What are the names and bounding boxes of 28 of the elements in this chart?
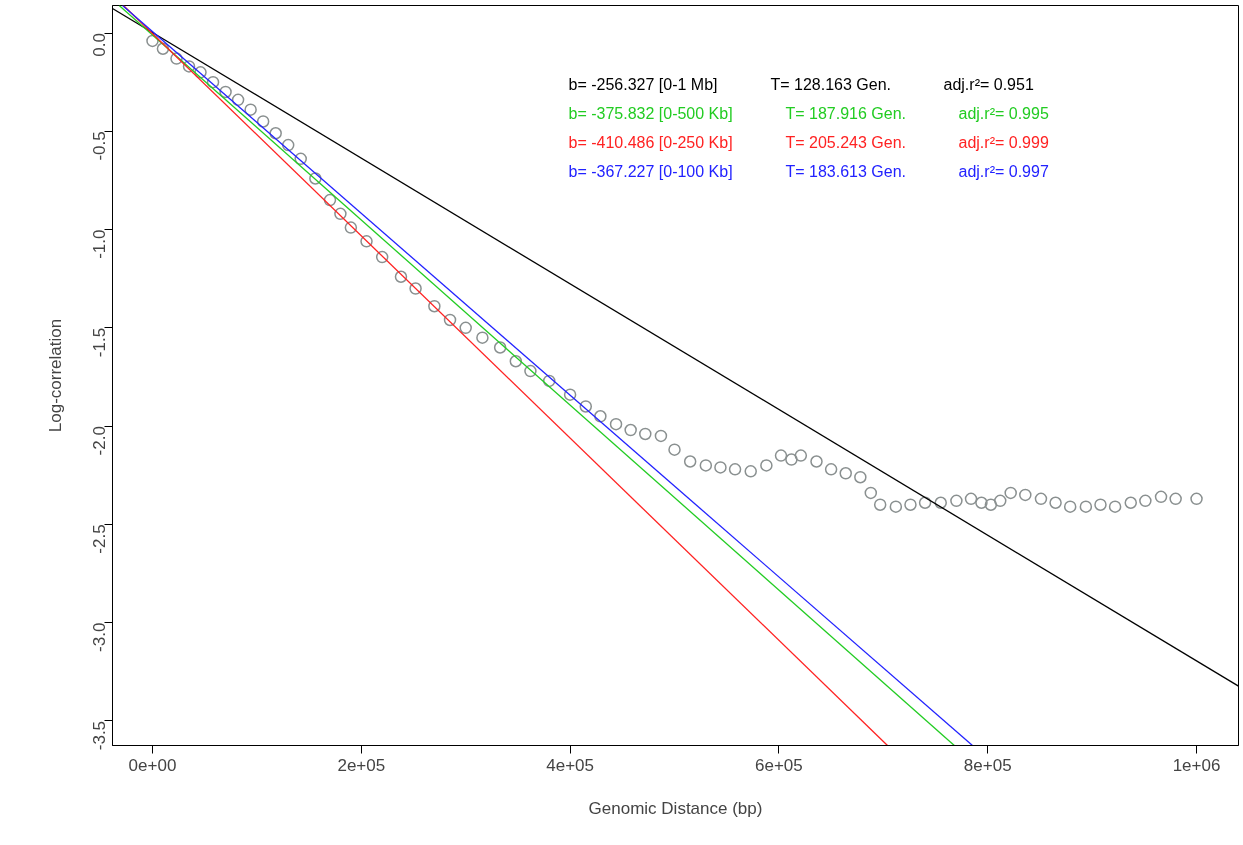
annotation: adj.r²= 0.951 <box>943 76 1034 93</box>
x-tick-label: 2e+05 <box>337 755 386 775</box>
annotation: b= -256.327 [0-1 Mb] <box>568 76 718 93</box>
y-tick-label: -1.0 <box>90 229 110 259</box>
annotation: adj.r²= 0.999 <box>958 134 1049 151</box>
annotation: T= 187.916 Gen. <box>785 105 907 122</box>
y-tick-label: -2.0 <box>90 426 110 456</box>
annotation: T= 183.613 Gen. <box>785 163 907 180</box>
y-axis-title: Log-correlation <box>45 318 65 433</box>
x-tick-label: 6e+05 <box>755 755 803 775</box>
y-tick-label: -2.5 <box>90 524 110 554</box>
y-tick-label: -1.5 <box>90 327 110 358</box>
y-tick-label: -3.5 <box>90 720 110 751</box>
annotation: T= 128.163 Gen. <box>770 76 892 93</box>
annotation: adj.r²= 0.997 <box>958 163 1049 180</box>
x-axis-title: Genomic Distance (bp) <box>588 798 763 818</box>
annotation: T= 205.243 Gen. <box>785 134 907 151</box>
x-tick-label: 0e+00 <box>128 755 177 775</box>
y-tick-label: -3.0 <box>90 622 110 652</box>
y-tick-label: -0.5 <box>90 131 110 161</box>
y-tick-label: 0.0 <box>90 33 110 57</box>
annotation: b= -410.486 [0-250 Kb] <box>568 134 733 151</box>
annotation: b= -367.227 [0-100 Kb] <box>568 163 733 180</box>
annotation: b= -375.832 [0-500 Kb] <box>568 105 733 122</box>
annotation: adj.r²= 0.995 <box>958 105 1049 122</box>
x-tick-label: 1e+06 <box>1172 755 1221 775</box>
x-tick-label: 8e+05 <box>963 755 1012 775</box>
x-tick-label: 4e+05 <box>546 755 594 775</box>
